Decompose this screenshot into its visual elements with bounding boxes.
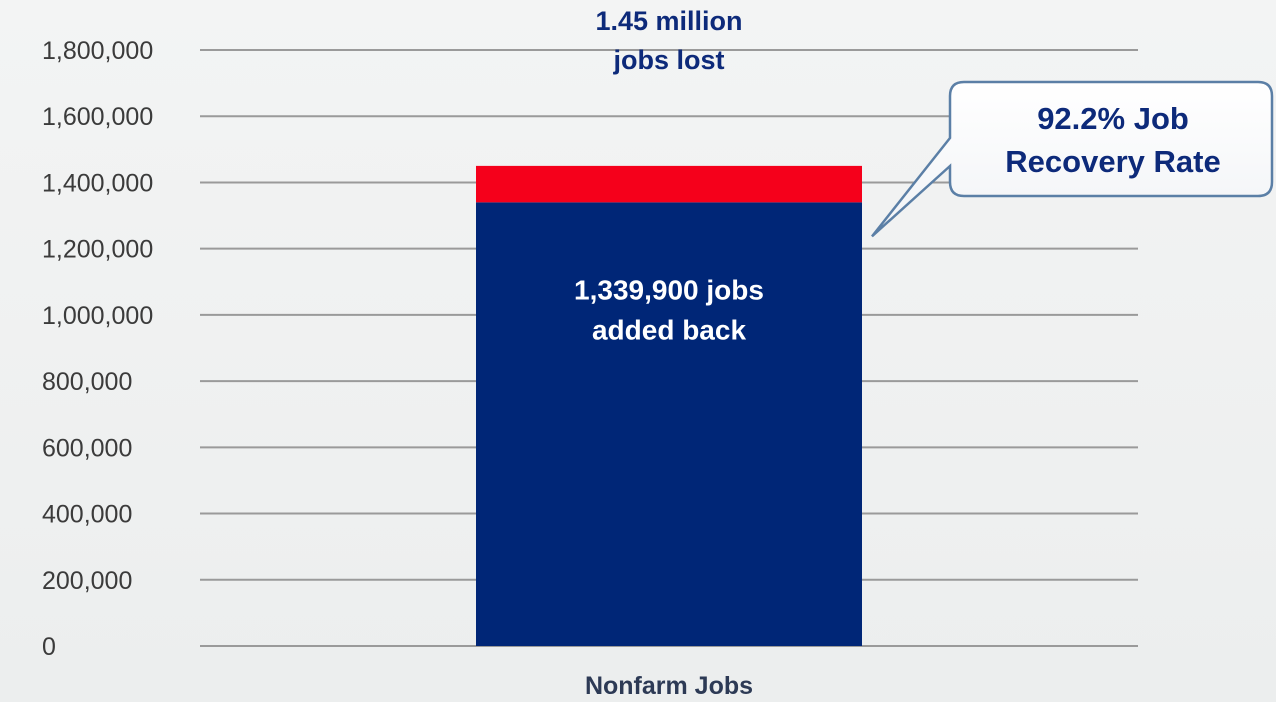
y-tick-label: 400,000 bbox=[42, 501, 132, 529]
recovery-rate-label: 92.2% Job bbox=[1037, 101, 1189, 136]
y-tick-label: 1,200,000 bbox=[42, 236, 153, 264]
y-tick-label: 0 bbox=[42, 633, 56, 661]
y-tick-label: 1,800,000 bbox=[42, 37, 153, 65]
y-tick-label: 800,000 bbox=[42, 368, 132, 396]
x-axis-categories: Nonfarm Jobs bbox=[585, 672, 753, 700]
bar-segment-0 bbox=[476, 202, 862, 646]
y-tick-label: 1,600,000 bbox=[42, 103, 153, 131]
y-tick-label: 600,000 bbox=[42, 434, 132, 462]
y-tick-label: 1,400,000 bbox=[42, 169, 153, 197]
y-tick-label: 1,000,000 bbox=[42, 302, 153, 330]
annotations: 1.45 million jobs lost 1,339,900 jobs added… bbox=[574, 6, 1274, 345]
bar-segment-1 bbox=[476, 165, 862, 203]
bars bbox=[476, 165, 862, 646]
recovery-rate-callout bbox=[871, 80, 1274, 238]
jobs-added-label: 1,339,900 jobs bbox=[574, 274, 764, 305]
y-axis-ticks: 0 200,000 400,000 600,000 800,000 1,000,000 1,… bbox=[42, 37, 153, 661]
jobs-added-label: added back bbox=[592, 314, 746, 345]
recovery-rate-label: Recovery Rate bbox=[1005, 144, 1220, 179]
jobs-lost-label: 1.45 million bbox=[595, 6, 742, 36]
category-label: Nonfarm Jobs bbox=[585, 672, 753, 700]
jobs-lost-label: jobs lost bbox=[612, 45, 724, 75]
y-tick-label: 200,000 bbox=[42, 567, 132, 595]
